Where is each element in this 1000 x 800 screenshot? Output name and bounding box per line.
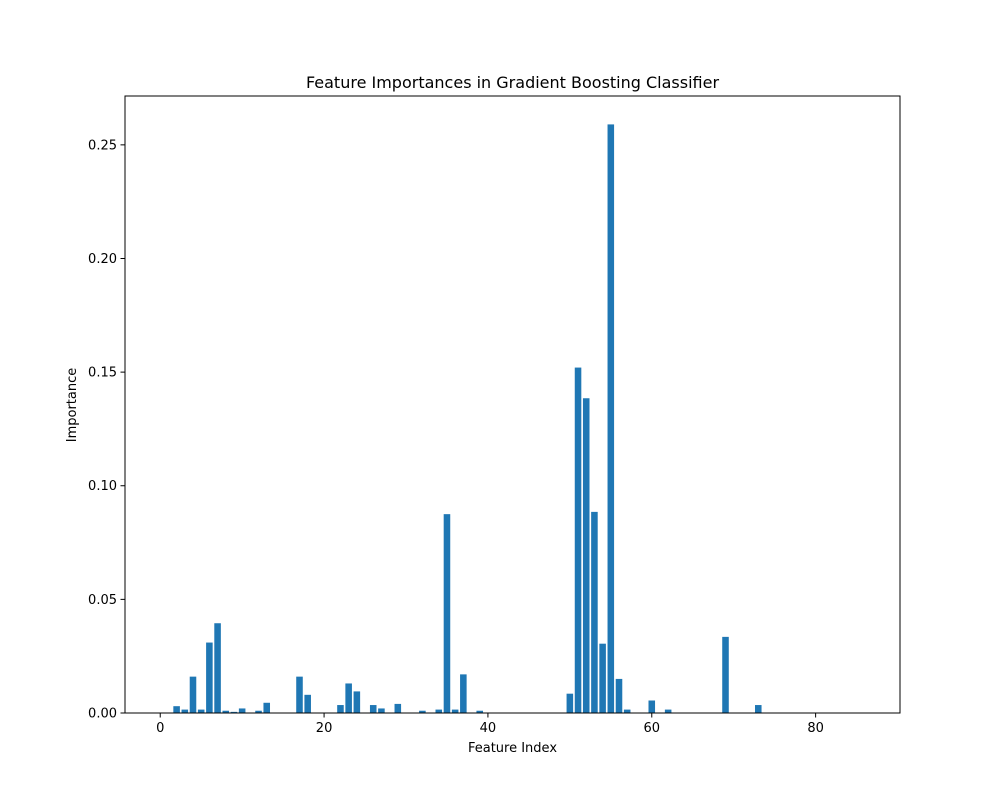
bar-feature-57 (623, 709, 631, 713)
y-tick-label: 0.25 (88, 138, 117, 153)
bar-feature-29 (394, 703, 402, 713)
y-tick-label: 0.20 (88, 252, 117, 267)
y-tick-label: 0.10 (88, 479, 117, 494)
bar-feature-7 (214, 623, 221, 713)
bar-feature-73 (754, 705, 762, 713)
bar-feature-4 (189, 676, 197, 713)
bar-feature-34 (435, 709, 443, 713)
x-tick-label: 20 (316, 721, 333, 736)
bar-feature-51 (574, 367, 582, 713)
bar-feature-12 (255, 710, 262, 713)
bar-feature-53 (591, 511, 598, 713)
y-axis-title: Importance (65, 368, 80, 443)
x-tick-label: 60 (643, 721, 660, 736)
bar-feature-10 (238, 708, 246, 713)
bar-feature-37 (460, 674, 467, 713)
bar-feature-17 (296, 676, 303, 713)
bar-feature-35 (443, 514, 451, 713)
bar-feature-50 (566, 693, 574, 713)
bar-feature-36 (451, 709, 459, 713)
bar-feature-5 (197, 709, 205, 713)
x-axis-title: Feature Index (468, 741, 557, 756)
x-tick-label: 80 (807, 721, 824, 736)
bar-feature-6 (206, 642, 213, 713)
bar-feature-54 (599, 643, 606, 713)
bar-feature-13 (263, 702, 271, 713)
y-tick-label: 0.05 (88, 593, 117, 608)
y-tick-label: 0.00 (88, 707, 117, 722)
chart-title: Feature Importances in Gradient Boosting… (306, 73, 720, 92)
x-axis-ticks: 0 20 40 60 80 (156, 713, 824, 736)
bar-feature-55 (607, 124, 615, 714)
bar-feature-56 (615, 678, 623, 713)
bar-feature-23 (345, 683, 352, 713)
bar-feature-69 (722, 636, 729, 713)
y-axis-ticks: 0.00 0.05 0.10 0.15 0.20 0.25 (88, 138, 125, 722)
bar-feature-60 (648, 700, 656, 713)
bar-feature-52 (582, 398, 590, 713)
bar-feature-8 (222, 710, 230, 713)
bar-feature-24 (353, 691, 361, 713)
bar-feature-22 (337, 705, 344, 713)
bar-feature-2 (173, 706, 180, 713)
x-tick-label: 0 (156, 721, 164, 736)
bar-feature-3 (181, 709, 189, 713)
bar-feature-32 (419, 710, 426, 713)
bars-group (173, 124, 762, 714)
bar-feature-9 (230, 711, 238, 713)
bar-feature-62 (664, 709, 672, 713)
bar-feature-39 (476, 710, 484, 713)
bar-feature-18 (304, 694, 311, 713)
bar-feature-27 (378, 708, 385, 713)
plot-frame (124, 95, 901, 714)
x-tick-label: 40 (480, 721, 497, 736)
y-tick-label: 0.15 (88, 366, 117, 381)
bar-feature-26 (369, 705, 377, 713)
